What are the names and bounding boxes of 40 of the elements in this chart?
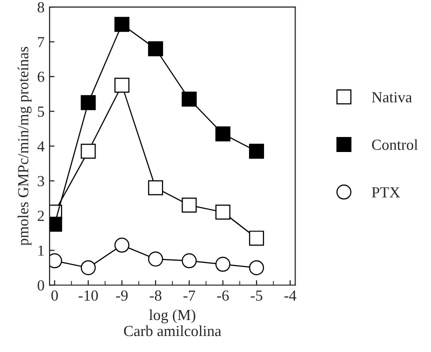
- y-tick-label: 3: [38, 176, 44, 186]
- x-tick-label: -5: [250, 290, 262, 301]
- point: [249, 144, 264, 159]
- x-tick-label: -4: [284, 290, 296, 301]
- x-axis-title: log (M) Carb amilcolina: [124, 309, 222, 336]
- x-tick-label: -8: [150, 290, 162, 301]
- legend-label: PTX: [372, 187, 400, 198]
- point: [148, 180, 164, 196]
- point: [182, 253, 197, 268]
- y-tick-label: 0: [38, 280, 44, 291]
- y-axis-title: pmoles GMPc/min/mg proteínas: [18, 46, 32, 246]
- point: [215, 126, 230, 142]
- x-tick-label: -9: [116, 290, 128, 301]
- point: [80, 260, 96, 276]
- y-tick-label: 2: [38, 210, 44, 221]
- point: [148, 41, 164, 56]
- x-tick-label: -7: [183, 290, 196, 301]
- x-tick-label: -6: [217, 290, 229, 301]
- legend-label: Control: [372, 139, 418, 150]
- point: [148, 252, 164, 267]
- legend-label: Nativa: [372, 92, 412, 102]
- y-tick-label: 1: [38, 246, 44, 256]
- x-tick-label: -10: [78, 290, 98, 301]
- y-tick-label: 4: [37, 141, 44, 152]
- point: [80, 95, 96, 110]
- x-tick-label: 0: [51, 290, 58, 301]
- point: [182, 92, 197, 107]
- point: [215, 256, 230, 272]
- y-tick-label: 8: [38, 2, 44, 12]
- y-tick-label: 7: [38, 37, 44, 48]
- point: [249, 260, 264, 276]
- point: [80, 144, 96, 159]
- point: [249, 230, 264, 246]
- y-tick-label: 5: [38, 106, 44, 117]
- y-tick-label: 6: [38, 72, 44, 82]
- point: [114, 16, 130, 32]
- point: [114, 238, 130, 253]
- point: [182, 198, 197, 213]
- point: [215, 204, 230, 220]
- point: [114, 78, 130, 93]
